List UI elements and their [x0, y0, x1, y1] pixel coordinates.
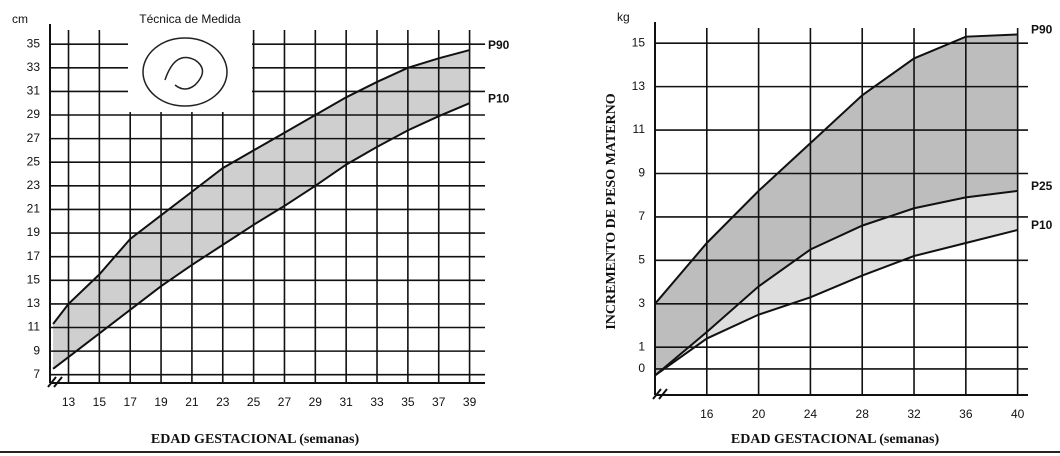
series-label: P10 — [488, 91, 510, 105]
x-tick-label: 36 — [959, 407, 973, 421]
y-tick-label: 19 — [27, 225, 41, 239]
x-tick-label: 27 — [278, 395, 292, 409]
x-tick-label: 15 — [93, 395, 107, 409]
x-tick-label: 31 — [339, 395, 353, 409]
y-tick-label: 13 — [632, 79, 646, 93]
y-tick-label: 13 — [27, 296, 41, 310]
y-tick-label: 15 — [27, 272, 41, 286]
y-tick-label: 27 — [27, 131, 41, 145]
x-tick-label: 25 — [247, 395, 261, 409]
x-tick-label: 37 — [432, 395, 446, 409]
y-tick-label: 25 — [27, 154, 41, 168]
x-tick-label: 28 — [856, 407, 870, 421]
x-tick-label: 21 — [185, 395, 199, 409]
y-tick-label: 15 — [632, 35, 646, 49]
chart: 7911131517192123252729313335131517192123… — [0, 0, 1060, 456]
y-tick-label: 3 — [638, 296, 645, 310]
y-tick-label: 9 — [638, 166, 645, 180]
x-tick-label: 19 — [154, 395, 168, 409]
y-axis-title: INCREMENTO DE PESO MATERNO — [604, 93, 619, 329]
x-axis-title: EDAD GESTACIONAL (semanas) — [151, 432, 360, 447]
x-tick-label: 23 — [216, 395, 230, 409]
series-label: P90 — [488, 38, 510, 52]
y-tick-label: 21 — [27, 202, 41, 216]
y-tick-label: 29 — [27, 107, 41, 121]
y-tick-label: 7 — [638, 209, 645, 223]
x-tick-label: 16 — [700, 407, 714, 421]
y-tick-label: 1 — [638, 339, 645, 353]
x-tick-label: 20 — [752, 407, 766, 421]
y-tick-label: 7 — [33, 367, 40, 381]
x-tick-label: 40 — [1011, 407, 1025, 421]
x-tick-label: 17 — [124, 395, 138, 409]
x-axis-title: EDAD GESTACIONAL (semanas) — [731, 432, 940, 447]
y-tick-label: 5 — [638, 253, 645, 267]
y-tick-label: 23 — [27, 178, 41, 192]
y-unit: kg — [617, 10, 630, 24]
x-tick-label: 13 — [62, 395, 76, 409]
x-tick-label: 33 — [370, 395, 384, 409]
x-tick-label: 24 — [804, 407, 818, 421]
y-tick-label: 17 — [27, 249, 41, 263]
series-label: P25 — [1031, 179, 1053, 193]
y-tick-label: 9 — [33, 343, 40, 357]
x-tick-label: 39 — [463, 395, 477, 409]
x-tick-label: 32 — [907, 407, 921, 421]
y-tick-label: 31 — [27, 84, 41, 98]
annotation: Técnica de Medida — [139, 12, 241, 26]
y-tick-label: 0 — [638, 361, 645, 375]
x-tick-label: 35 — [401, 395, 415, 409]
y-tick-label: 35 — [27, 36, 41, 50]
y-tick-label: 33 — [27, 60, 41, 74]
series-label: P10 — [1031, 218, 1053, 232]
series-label: P90 — [1031, 23, 1053, 37]
page: 7911131517192123252729313335131517192123… — [0, 0, 1060, 456]
y-tick-label: 11 — [28, 320, 41, 334]
x-tick-label: 29 — [309, 395, 323, 409]
y-unit: cm — [12, 12, 28, 26]
y-tick-label: 11 — [633, 122, 646, 136]
